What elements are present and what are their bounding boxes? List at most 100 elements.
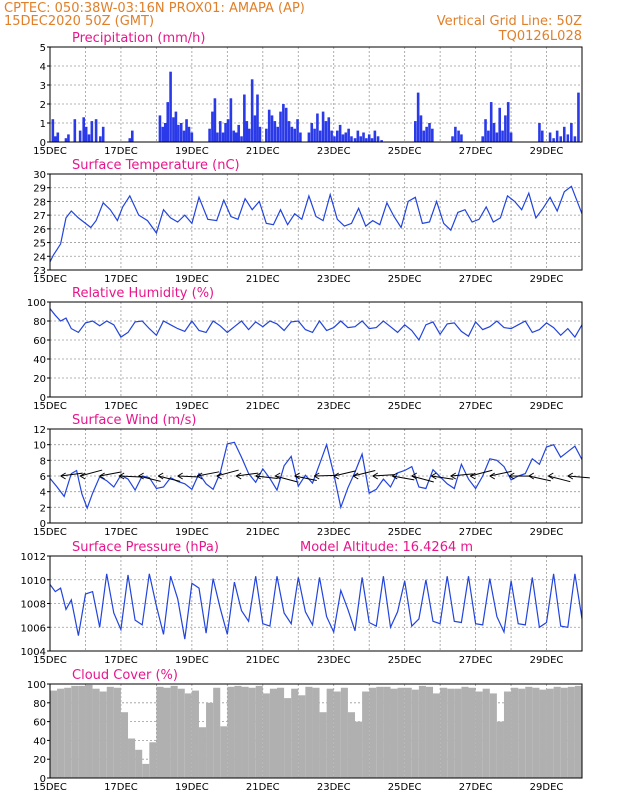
precip-bar (353, 138, 357, 142)
x-tick-label: 27DEC (459, 274, 493, 285)
wind-vector-head (372, 475, 379, 480)
cloud-bar (206, 702, 214, 778)
series-line (49, 185, 583, 263)
cloud-bar (447, 688, 455, 778)
cloud-bar (113, 687, 121, 778)
precip-bar (179, 123, 183, 142)
cloud-bar (177, 688, 185, 778)
precip-bar (350, 136, 353, 142)
cloud-bar (525, 686, 533, 778)
cloud-bar (269, 688, 277, 778)
precip-bar (570, 123, 573, 142)
precip-bar (56, 132, 60, 142)
cloud-bar (312, 687, 320, 778)
panel-frame (49, 683, 583, 779)
wind-vector (138, 475, 161, 482)
x-tick-label: 15DEC (33, 782, 67, 793)
cloud-bar (454, 688, 462, 778)
cloud-bar (397, 687, 405, 778)
precip-bar (293, 128, 297, 142)
wind-vector (470, 469, 493, 477)
precip-bar (376, 136, 380, 142)
precip-bar (267, 109, 271, 142)
wind-vector (314, 474, 337, 477)
wind-vector-head (177, 475, 183, 480)
x-tick-label: 23DEC (317, 782, 351, 793)
precip-bar (422, 130, 426, 142)
cloud-bar (135, 749, 143, 778)
cloud-bar (340, 687, 348, 778)
cloud-bar (319, 712, 327, 778)
precip-bar (419, 115, 423, 142)
panel-frame (49, 173, 583, 271)
y-tick-label: 1004 (21, 647, 46, 658)
wind-vector-head (157, 475, 164, 480)
precip-bar (172, 117, 175, 142)
cloud-bar (333, 691, 341, 778)
y-tick-label: 40 (33, 355, 46, 366)
panel-3: 0 20 40 60 80 100 15DEC 17DEC 19DEC 21DEC 23DEC 25D… (27, 286, 583, 412)
wind-vector (489, 470, 512, 477)
wind-vector (158, 475, 181, 482)
precip-bar (158, 115, 162, 142)
wind-vector-head (489, 475, 496, 480)
precip-bar (273, 121, 277, 142)
precip-bar (174, 111, 178, 142)
wind-vector-head (294, 472, 300, 477)
panel-title: Surface Temperature (nC) (72, 158, 240, 173)
y-tick-label: 27 (33, 211, 46, 222)
model-altitude-label: Model Altitude: 16.4264 m (300, 540, 473, 555)
precip-bar (555, 130, 559, 142)
cloud-bar (248, 687, 256, 778)
panel-frame (49, 46, 583, 143)
y-tick-label: 0 (40, 519, 46, 530)
precip-bar (82, 117, 85, 142)
precip-bar (428, 123, 431, 142)
cloud-bar (503, 691, 512, 778)
cloud-bar (574, 685, 582, 778)
panel-1: 0 1 2 3 4 5 15DEC 17DEC 19DEC 21DEC 23DEC 25DEC 27DE… (33, 31, 583, 157)
wind-vector-head (431, 475, 437, 480)
x-tick-label: 25DEC (388, 401, 422, 412)
y-tick-label: 8 (40, 456, 46, 467)
precip-bar (365, 138, 368, 142)
wind-vector-head (274, 475, 281, 480)
y-tick-label: 29 (33, 184, 46, 195)
precip-bar (566, 134, 570, 142)
cloud-bar (369, 687, 377, 778)
precip-bar (54, 136, 57, 142)
precip-bar (64, 138, 68, 142)
precip-bar (234, 132, 238, 142)
wind-vector-head (509, 475, 515, 480)
x-tick-label: 29DEC (530, 527, 564, 538)
x-tick-label: 27DEC (459, 655, 493, 666)
precip-bar (333, 136, 336, 142)
wind-vector (60, 472, 83, 477)
precip-bar (248, 128, 251, 142)
series-line (49, 308, 583, 342)
precip-bar (287, 121, 291, 142)
x-tick-label: 23DEC (317, 401, 351, 412)
wind-vector-head (138, 475, 144, 480)
precip-bar (229, 98, 233, 142)
precip-bar (90, 121, 94, 142)
precip-bar (451, 136, 454, 142)
wind-vector-head (470, 472, 476, 477)
cloud-bar (383, 686, 391, 778)
precip-bar (284, 107, 288, 142)
cloud-bar (291, 688, 299, 778)
precip-bar (431, 128, 434, 142)
cloud-bar (128, 738, 136, 778)
wind-vector (450, 473, 473, 477)
precip-bar (362, 132, 365, 142)
cloud-bar (425, 686, 434, 778)
x-tick-label: 27DEC (459, 782, 493, 793)
wind-vector (80, 469, 103, 477)
x-tick-label: 17DEC (104, 655, 138, 666)
wind-vector-head (333, 472, 339, 477)
cloud-bar (234, 685, 242, 778)
precip-bar (279, 111, 282, 142)
y-tick-label: 25 (33, 239, 46, 250)
precip-bar (359, 136, 362, 142)
cloud-bar (418, 685, 426, 778)
